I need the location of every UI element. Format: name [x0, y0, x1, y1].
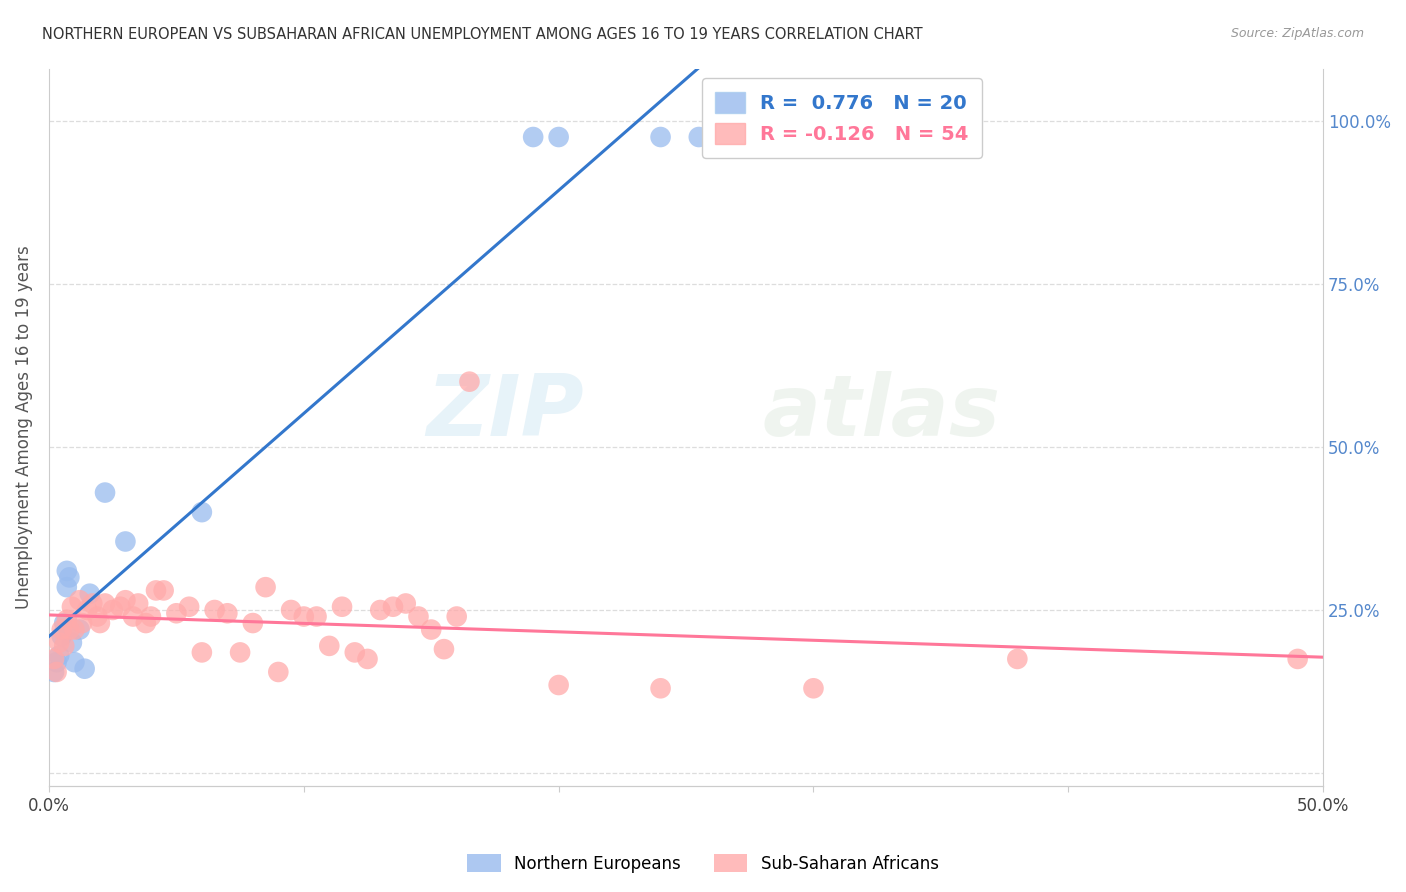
Point — [688, 130, 710, 145]
Point — [330, 599, 353, 614]
Point — [420, 623, 443, 637]
Point — [51, 629, 73, 643]
Point — [254, 580, 277, 594]
Point — [343, 645, 366, 659]
Point — [56, 564, 79, 578]
Point — [204, 603, 226, 617]
Point — [73, 662, 96, 676]
Point — [56, 613, 79, 627]
Point — [94, 597, 117, 611]
Point — [650, 681, 672, 696]
Point — [42, 665, 65, 679]
Point — [63, 623, 86, 637]
Point — [1007, 652, 1029, 666]
Point — [458, 375, 481, 389]
Point — [191, 505, 214, 519]
Point — [48, 648, 70, 663]
Point — [139, 609, 162, 624]
Point — [79, 587, 101, 601]
Point — [53, 639, 76, 653]
Point — [217, 607, 239, 621]
Point — [58, 623, 80, 637]
Point — [114, 534, 136, 549]
Point — [1286, 652, 1309, 666]
Legend: Northern Europeans, Sub-Saharan Africans: Northern Europeans, Sub-Saharan Africans — [461, 847, 945, 880]
Point — [152, 583, 174, 598]
Point — [58, 570, 80, 584]
Point — [522, 130, 544, 145]
Point — [56, 580, 79, 594]
Point — [45, 655, 67, 669]
Point — [70, 615, 93, 630]
Point — [76, 603, 98, 617]
Point — [135, 615, 157, 630]
Point — [356, 652, 378, 666]
Point — [110, 599, 132, 614]
Point — [242, 615, 264, 630]
Legend: R =  0.776   N = 20, R = -0.126   N = 54: R = 0.776 N = 20, R = -0.126 N = 54 — [702, 78, 983, 158]
Point — [114, 593, 136, 607]
Point — [803, 681, 825, 696]
Point — [179, 599, 201, 614]
Point — [368, 603, 391, 617]
Point — [145, 583, 167, 598]
Point — [69, 623, 91, 637]
Point — [395, 597, 418, 611]
Text: Source: ZipAtlas.com: Source: ZipAtlas.com — [1230, 27, 1364, 40]
Point — [60, 599, 83, 614]
Point — [122, 609, 145, 624]
Point — [89, 615, 111, 630]
Point — [165, 607, 187, 621]
Point — [433, 642, 456, 657]
Text: ZIP: ZIP — [426, 371, 583, 455]
Point — [650, 130, 672, 145]
Point — [63, 655, 86, 669]
Y-axis label: Unemployment Among Ages 16 to 19 years: Unemployment Among Ages 16 to 19 years — [15, 245, 32, 609]
Point — [267, 665, 290, 679]
Point — [191, 645, 214, 659]
Point — [446, 609, 468, 624]
Point — [280, 603, 302, 617]
Point — [42, 652, 65, 666]
Point — [94, 485, 117, 500]
Point — [45, 665, 67, 679]
Point — [60, 635, 83, 649]
Point — [48, 635, 70, 649]
Point — [51, 623, 73, 637]
Point — [127, 597, 149, 611]
Point — [547, 678, 569, 692]
Point — [408, 609, 430, 624]
Point — [69, 593, 91, 607]
Text: atlas: atlas — [762, 371, 1001, 455]
Point — [101, 603, 124, 617]
Point — [82, 597, 104, 611]
Point — [382, 599, 405, 614]
Text: NORTHERN EUROPEAN VS SUBSAHARAN AFRICAN UNEMPLOYMENT AMONG AGES 16 TO 19 YEARS C: NORTHERN EUROPEAN VS SUBSAHARAN AFRICAN … — [42, 27, 922, 42]
Point — [305, 609, 328, 624]
Point — [292, 609, 315, 624]
Point — [53, 615, 76, 630]
Point — [318, 639, 340, 653]
Point — [547, 130, 569, 145]
Point — [229, 645, 252, 659]
Point — [86, 609, 108, 624]
